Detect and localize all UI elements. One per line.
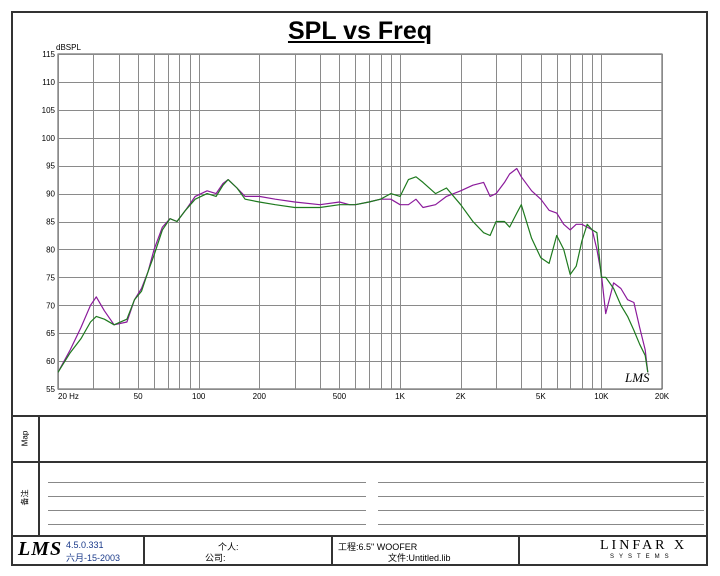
x-tick-label: 20 Hz <box>58 392 79 401</box>
separator-chart-map <box>11 415 708 417</box>
y-tick-label: 105 <box>42 106 56 115</box>
map-panel-label: Map <box>20 430 30 447</box>
x-tick-label: 100 <box>192 392 206 401</box>
footer-divider-2 <box>331 537 333 566</box>
y-tick-label: 80 <box>46 245 55 254</box>
y-axis-label: dBSPL <box>56 43 81 52</box>
x-tick-label: 20K <box>655 392 670 401</box>
brand-subtitle: SYSTEMS <box>610 554 674 560</box>
chart-title: SPL vs Freq <box>287 17 433 45</box>
x-tick-label: 10K <box>594 392 609 401</box>
notes-panel-label: 备注 <box>20 489 30 506</box>
y-tick-label: 115 <box>42 50 55 59</box>
x-tick-label: 2K <box>456 392 466 401</box>
y-tick-label: 70 <box>46 301 55 310</box>
brand-name: LINFAR X <box>600 538 688 553</box>
x-tick-label: 1K <box>395 392 405 401</box>
spl-chart: 55 60 65 70 75 80 85 90 95 100 105 110 115 20 Hz 50 10… <box>42 43 670 401</box>
x-tick-label: 50 <box>134 392 143 401</box>
y-tick-label: 90 <box>46 190 55 199</box>
y-tick-label: 55 <box>46 385 55 394</box>
version-text: 4.5.0.331 <box>66 540 104 550</box>
date-text: 六月-15-2003 <box>66 553 121 563</box>
lms-watermark: LMS <box>624 370 650 385</box>
brand-logo: LINFAR X SYSTEMS <box>600 538 704 564</box>
chart-grid <box>57 53 663 390</box>
note-rule-line <box>48 524 366 525</box>
person-label: 个人: <box>218 542 239 552</box>
footer-divider-1 <box>143 537 145 566</box>
project-text: 工程:6.5" WOOFER <box>338 542 418 552</box>
notes-panel[interactable] <box>40 463 706 535</box>
y-tick-label: 110 <box>42 78 55 87</box>
series-line-2 <box>57 176 649 373</box>
footer-lms-logo: LMS <box>18 538 63 560</box>
y-tick-label: 65 <box>46 329 55 338</box>
window-frame <box>11 11 708 566</box>
y-tick-labels: 55 60 65 70 75 80 85 90 95 100 105 110 115 <box>42 50 56 394</box>
file-text: 文件:Untitled.lib <box>388 553 451 563</box>
note-rule-line <box>378 524 704 525</box>
label-column-divider <box>38 417 40 535</box>
y-tick-label: 60 <box>46 357 55 366</box>
note-rule-line <box>378 482 704 483</box>
x-tick-label: 5K <box>536 392 546 401</box>
x-tick-label: 500 <box>333 392 347 401</box>
y-tick-label: 100 <box>42 134 56 143</box>
series-lines <box>57 167 649 373</box>
company-label: 公司: <box>205 553 226 563</box>
note-rule-line <box>378 496 704 497</box>
y-tick-label: 85 <box>46 218 55 227</box>
note-rule-line <box>48 496 366 497</box>
x-tick-label: 200 <box>253 392 267 401</box>
footer-divider-3 <box>518 537 520 566</box>
note-rule-line <box>48 510 366 511</box>
separator-map-notes <box>11 461 708 463</box>
note-rule-line <box>378 510 704 511</box>
x-tick-labels: 20 Hz 50 100 200 500 1K 2K 5K 10K 20K <box>58 392 670 401</box>
y-tick-label: 75 <box>46 273 55 282</box>
plot-border <box>57 53 663 390</box>
series-line-1 <box>57 167 649 373</box>
note-rule-line <box>48 482 366 483</box>
separator-notes-footer <box>11 535 708 537</box>
map-panel[interactable] <box>40 417 706 461</box>
y-tick-label: 95 <box>46 162 55 171</box>
